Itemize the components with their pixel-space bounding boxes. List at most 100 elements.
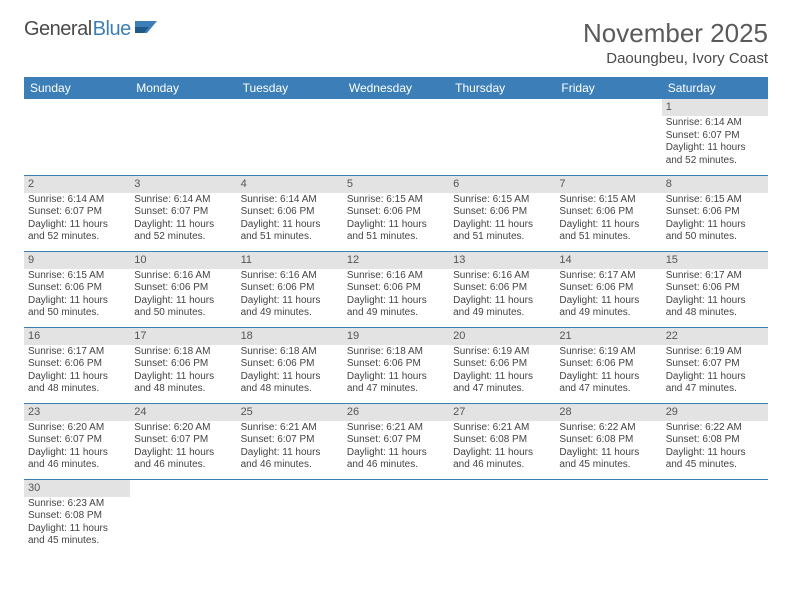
calendar-body: 1Sunrise: 6:14 AMSunset: 6:07 PMDaylight… [24,99,768,555]
empty-cell [237,479,343,555]
day-number: 27 [449,404,555,421]
day-number: 24 [130,404,236,421]
flag-icon [135,18,161,41]
day-number: 25 [237,404,343,421]
day-number: 13 [449,252,555,269]
day-number: 30 [24,480,130,497]
day-cell: 11Sunrise: 6:16 AMSunset: 6:06 PMDayligh… [237,251,343,327]
day-number: 10 [130,252,236,269]
day-details: Sunrise: 6:16 AMSunset: 6:06 PMDaylight:… [343,269,449,322]
empty-cell [130,99,236,175]
day-cell: 13Sunrise: 6:16 AMSunset: 6:06 PMDayligh… [449,251,555,327]
day-cell: 15Sunrise: 6:17 AMSunset: 6:06 PMDayligh… [662,251,768,327]
day-details: Sunrise: 6:17 AMSunset: 6:06 PMDaylight:… [662,269,768,322]
day-header: Tuesday [237,77,343,99]
empty-cell [449,479,555,555]
day-details: Sunrise: 6:15 AMSunset: 6:06 PMDaylight:… [662,193,768,246]
day-number: 14 [555,252,661,269]
day-details: Sunrise: 6:16 AMSunset: 6:06 PMDaylight:… [130,269,236,322]
day-number: 23 [24,404,130,421]
location: Daoungbeu, Ivory Coast [583,50,768,67]
day-details: Sunrise: 6:14 AMSunset: 6:07 PMDaylight:… [662,116,768,169]
day-cell: 29Sunrise: 6:22 AMSunset: 6:08 PMDayligh… [662,403,768,479]
day-cell: 20Sunrise: 6:19 AMSunset: 6:06 PMDayligh… [449,327,555,403]
day-cell: 7Sunrise: 6:15 AMSunset: 6:06 PMDaylight… [555,175,661,251]
day-header: Saturday [662,77,768,99]
day-details: Sunrise: 6:21 AMSunset: 6:08 PMDaylight:… [449,421,555,474]
day-cell: 2Sunrise: 6:14 AMSunset: 6:07 PMDaylight… [24,175,130,251]
day-details: Sunrise: 6:14 AMSunset: 6:07 PMDaylight:… [130,193,236,246]
day-number: 4 [237,176,343,193]
empty-cell [237,99,343,175]
empty-cell [662,479,768,555]
week-row: 1Sunrise: 6:14 AMSunset: 6:07 PMDaylight… [24,99,768,175]
day-number: 11 [237,252,343,269]
day-number: 15 [662,252,768,269]
day-cell: 16Sunrise: 6:17 AMSunset: 6:06 PMDayligh… [24,327,130,403]
day-number: 26 [343,404,449,421]
day-details: Sunrise: 6:19 AMSunset: 6:06 PMDaylight:… [449,345,555,398]
logo-text-general: General [24,18,92,41]
title-block: November 2025 Daoungbeu, Ivory Coast [583,18,768,67]
day-cell: 22Sunrise: 6:19 AMSunset: 6:07 PMDayligh… [662,327,768,403]
day-cell: 12Sunrise: 6:16 AMSunset: 6:06 PMDayligh… [343,251,449,327]
day-number: 7 [555,176,661,193]
day-header: Monday [130,77,236,99]
day-cell: 30Sunrise: 6:23 AMSunset: 6:08 PMDayligh… [24,479,130,555]
day-details: Sunrise: 6:16 AMSunset: 6:06 PMDaylight:… [449,269,555,322]
day-details: Sunrise: 6:18 AMSunset: 6:06 PMDaylight:… [237,345,343,398]
day-cell: 21Sunrise: 6:19 AMSunset: 6:06 PMDayligh… [555,327,661,403]
calendar-head: SundayMondayTuesdayWednesdayThursdayFrid… [24,77,768,99]
day-cell: 24Sunrise: 6:20 AMSunset: 6:07 PMDayligh… [130,403,236,479]
day-cell: 19Sunrise: 6:18 AMSunset: 6:06 PMDayligh… [343,327,449,403]
day-cell: 17Sunrise: 6:18 AMSunset: 6:06 PMDayligh… [130,327,236,403]
empty-cell [555,479,661,555]
day-number: 29 [662,404,768,421]
empty-cell [343,99,449,175]
day-header: Sunday [24,77,130,99]
day-details: Sunrise: 6:20 AMSunset: 6:07 PMDaylight:… [130,421,236,474]
day-details: Sunrise: 6:14 AMSunset: 6:06 PMDaylight:… [237,193,343,246]
day-details: Sunrise: 6:21 AMSunset: 6:07 PMDaylight:… [343,421,449,474]
day-details: Sunrise: 6:20 AMSunset: 6:07 PMDaylight:… [24,421,130,474]
empty-cell [555,99,661,175]
day-number: 2 [24,176,130,193]
day-details: Sunrise: 6:18 AMSunset: 6:06 PMDaylight:… [130,345,236,398]
empty-cell [130,479,236,555]
day-cell: 6Sunrise: 6:15 AMSunset: 6:06 PMDaylight… [449,175,555,251]
empty-cell [449,99,555,175]
empty-cell [343,479,449,555]
day-details: Sunrise: 6:15 AMSunset: 6:06 PMDaylight:… [343,193,449,246]
header: GeneralBlue November 2025 Daoungbeu, Ivo… [24,18,768,67]
day-number: 22 [662,328,768,345]
day-details: Sunrise: 6:19 AMSunset: 6:06 PMDaylight:… [555,345,661,398]
day-header-row: SundayMondayTuesdayWednesdayThursdayFrid… [24,77,768,99]
week-row: 16Sunrise: 6:17 AMSunset: 6:06 PMDayligh… [24,327,768,403]
day-details: Sunrise: 6:15 AMSunset: 6:06 PMDaylight:… [24,269,130,322]
day-details: Sunrise: 6:18 AMSunset: 6:06 PMDaylight:… [343,345,449,398]
day-cell: 5Sunrise: 6:15 AMSunset: 6:06 PMDaylight… [343,175,449,251]
day-number: 1 [662,99,768,116]
day-details: Sunrise: 6:22 AMSunset: 6:08 PMDaylight:… [662,421,768,474]
day-number: 16 [24,328,130,345]
week-row: 2Sunrise: 6:14 AMSunset: 6:07 PMDaylight… [24,175,768,251]
day-number: 18 [237,328,343,345]
day-details: Sunrise: 6:15 AMSunset: 6:06 PMDaylight:… [449,193,555,246]
day-details: Sunrise: 6:15 AMSunset: 6:06 PMDaylight:… [555,193,661,246]
day-details: Sunrise: 6:14 AMSunset: 6:07 PMDaylight:… [24,193,130,246]
day-number: 12 [343,252,449,269]
day-cell: 27Sunrise: 6:21 AMSunset: 6:08 PMDayligh… [449,403,555,479]
day-details: Sunrise: 6:17 AMSunset: 6:06 PMDaylight:… [555,269,661,322]
day-header: Friday [555,77,661,99]
day-cell: 3Sunrise: 6:14 AMSunset: 6:07 PMDaylight… [130,175,236,251]
day-details: Sunrise: 6:23 AMSunset: 6:08 PMDaylight:… [24,497,130,550]
logo-text-blue: Blue [93,18,131,41]
day-number: 20 [449,328,555,345]
day-cell: 4Sunrise: 6:14 AMSunset: 6:06 PMDaylight… [237,175,343,251]
day-details: Sunrise: 6:21 AMSunset: 6:07 PMDaylight:… [237,421,343,474]
day-cell: 9Sunrise: 6:15 AMSunset: 6:06 PMDaylight… [24,251,130,327]
day-cell: 10Sunrise: 6:16 AMSunset: 6:06 PMDayligh… [130,251,236,327]
day-number: 28 [555,404,661,421]
day-header: Thursday [449,77,555,99]
day-number: 17 [130,328,236,345]
